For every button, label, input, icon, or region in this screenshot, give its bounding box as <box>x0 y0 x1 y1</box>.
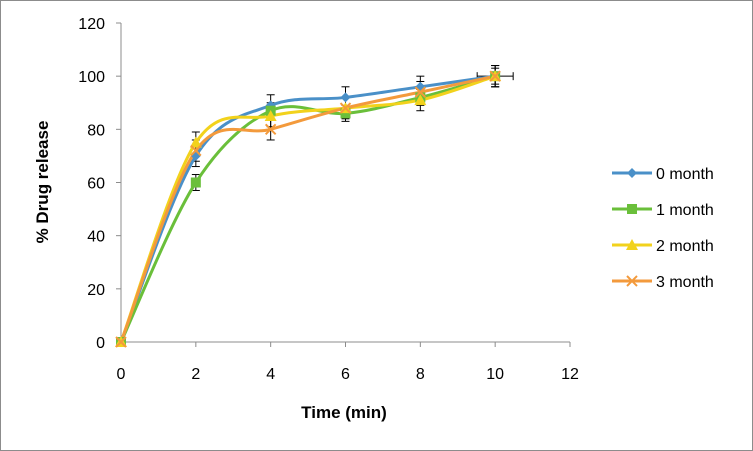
y-tick-label: 0 <box>96 335 105 352</box>
series-line-2 <box>119 74 497 344</box>
legend-marker <box>626 275 638 287</box>
data-point <box>190 177 201 188</box>
y-axis-title: % Drug release <box>33 121 52 244</box>
x-tick-label: 8 <box>416 366 425 383</box>
x-tick-label: 2 <box>191 366 200 383</box>
y-tick-label: 100 <box>78 69 105 86</box>
series-line-4 <box>119 74 497 344</box>
legend-marker <box>626 239 638 250</box>
series-line-3 <box>119 74 497 344</box>
data-point <box>190 144 202 157</box>
data-point <box>264 123 277 136</box>
data-point <box>340 92 351 103</box>
data-point <box>339 102 352 114</box>
data-point <box>264 110 277 122</box>
data-point <box>414 86 427 98</box>
series-markers <box>115 70 502 348</box>
series-line-1 <box>119 74 497 344</box>
x-tick-label: 12 <box>561 366 579 383</box>
x-tick-label: 4 <box>266 366 275 383</box>
y-tick-label: 120 <box>78 16 105 33</box>
legend: 0 month 1 month 2 month 3 month <box>612 166 714 291</box>
y-tick-label: 60 <box>87 176 105 193</box>
x-tick-label: 6 <box>341 366 350 383</box>
data-point <box>414 94 427 106</box>
legend-label-2: 1 month <box>656 202 714 219</box>
x-tick-label: 0 <box>117 366 126 383</box>
legend-marker <box>627 168 637 178</box>
data-point <box>340 108 351 119</box>
data-point <box>189 136 202 148</box>
legend-label-1: 0 month <box>656 166 714 183</box>
axes: 0 20 40 60 80 100 120 0 2 4 6 8 10 12 <box>78 16 579 383</box>
y-tick-label: 80 <box>87 122 105 139</box>
x-axis-title: Time (min) <box>301 403 387 422</box>
legend-marker <box>627 204 637 214</box>
y-tick-label: 40 <box>87 229 105 246</box>
series-lines <box>119 74 497 344</box>
y-tick-label: 20 <box>87 282 105 299</box>
legend-label-4: 3 month <box>656 274 714 291</box>
legend-label-3: 2 month <box>656 238 714 255</box>
x-tick-label: 10 <box>486 366 504 383</box>
data-point <box>115 336 127 348</box>
data-point <box>489 70 501 82</box>
